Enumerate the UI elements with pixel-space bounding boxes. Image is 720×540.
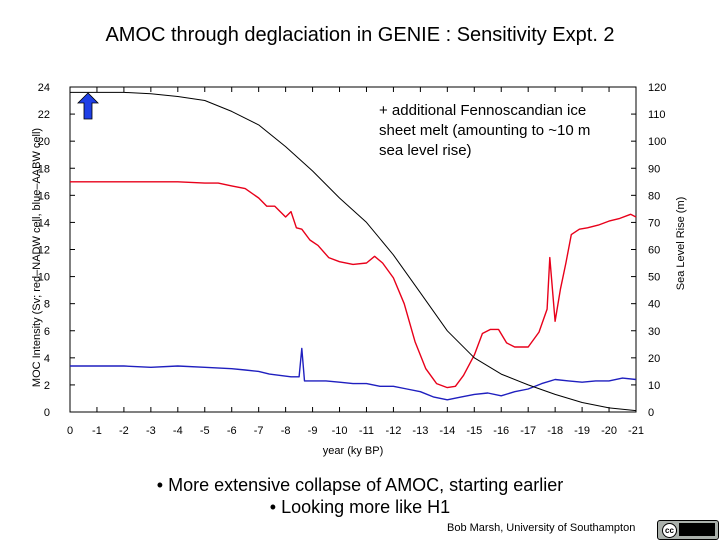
x-tick-label: -11 <box>359 425 374 437</box>
x-tick-label: -20 <box>601 425 617 437</box>
x-tick-label: -18 <box>547 425 563 437</box>
slide-title: AMOC through deglaciation in GENIE : Sen… <box>105 24 615 46</box>
x-tick-label: -13 <box>412 425 428 437</box>
x-tick-label: -19 <box>574 425 590 437</box>
x-tick-label: 0 <box>67 425 73 437</box>
x-tick-label: -9 <box>308 425 318 437</box>
y2-tick-label: 80 <box>648 190 660 202</box>
x-tick-label: -17 <box>520 425 536 437</box>
x-tick-label: -5 <box>200 425 210 437</box>
chart-series-group <box>70 91 637 412</box>
y-tick-label: 14 <box>38 217 50 229</box>
chart-ticks-group <box>69 86 637 413</box>
y-tick-label: 22 <box>38 109 50 121</box>
x-tick-label: -4 <box>173 425 183 437</box>
bullet-1: • More extensive collapse of AMOC, start… <box>156 475 564 495</box>
bullet-2: • Looking more like H1 <box>269 497 451 517</box>
y-tick-label: 2 <box>44 380 50 392</box>
x-tick-label: -15 <box>466 425 482 437</box>
y2-tick-label: 50 <box>648 272 660 284</box>
y-tick-label: 6 <box>44 326 50 338</box>
x-tick-label: -2 <box>119 425 129 437</box>
y2-tick-label: 40 <box>648 299 660 311</box>
y2-tick-label: 120 <box>648 82 666 94</box>
x-tick-label: -10 <box>332 425 348 437</box>
y-tick-label: 0 <box>44 407 50 419</box>
nadw-series-line <box>70 181 637 389</box>
y-tick-label: 4 <box>44 353 50 365</box>
y-tick-label: 16 <box>38 190 50 202</box>
y2-tick-label: 20 <box>648 353 660 365</box>
y2-tick-label: 110 <box>648 109 666 121</box>
x-tick-label: -1 <box>92 425 102 437</box>
y2-axis-label: Sea Level Rise (m) <box>675 197 687 291</box>
creative-commons-badge-icon: cc <box>657 520 719 540</box>
y2-tick-label: 60 <box>648 245 660 257</box>
y-tick-label: 20 <box>38 136 50 148</box>
chart-text-group: 0 -1 -2 -3 -4 -5 -6 -7 -8 -9 -10 -11 -12 -13 -14 -15 -16… <box>31 82 687 457</box>
y2-tick-label: 100 <box>648 136 666 148</box>
by-nc-sa-icon <box>679 523 715 536</box>
annotation-line: sheet melt (amounting to ~10 m <box>379 122 590 139</box>
annotation-line: sea level rise) <box>379 142 472 159</box>
x-axis-label: year (ky BP) <box>323 445 384 457</box>
bullet-list: • More extensive collapse of AMOC, start… <box>0 474 720 518</box>
cc-logo-icon: cc <box>662 523 677 538</box>
x-tick-label: -12 <box>385 425 401 437</box>
y2-tick-label: 90 <box>648 163 660 175</box>
y-tick-label: 12 <box>38 245 50 257</box>
x-tick-label: -6 <box>227 425 237 437</box>
chart-annotation: + additional Fennoscandian ice sheet melt… <box>379 102 590 159</box>
up-arrow-icon <box>77 92 99 120</box>
x-tick-label: -21 <box>628 425 644 437</box>
y-tick-label: 8 <box>44 299 50 311</box>
x-tick-label: -8 <box>281 425 291 437</box>
author-credit: Bob Marsh, University of Southampton <box>447 522 636 534</box>
annotation-line: + additional Fennoscandian ice <box>379 102 586 119</box>
y-tick-label: 10 <box>38 272 50 284</box>
x-tick-label: -7 <box>254 425 264 437</box>
y2-tick-label: 0 <box>648 407 654 419</box>
y-tick-label: 18 <box>38 163 50 175</box>
y2-tick-label: 70 <box>648 217 660 229</box>
x-tick-label: -16 <box>493 425 509 437</box>
sea-level-series-line <box>70 91 637 412</box>
y2-tick-label: 30 <box>648 326 660 338</box>
y2-tick-label: 10 <box>648 380 660 392</box>
deglaciation-chart: 0 -1 -2 -3 -4 -5 -6 -7 -8 -9 -10 -11 -12 -13 -14 -15 -16… <box>31 82 687 457</box>
x-tick-label: -14 <box>439 425 455 437</box>
y-axis-label: MOC Intensity (Sv; red–NADW cell, blue–A… <box>31 128 43 387</box>
y-tick-label: 24 <box>38 82 50 94</box>
aabw-series-line <box>70 347 637 401</box>
x-tick-label: -3 <box>146 425 156 437</box>
